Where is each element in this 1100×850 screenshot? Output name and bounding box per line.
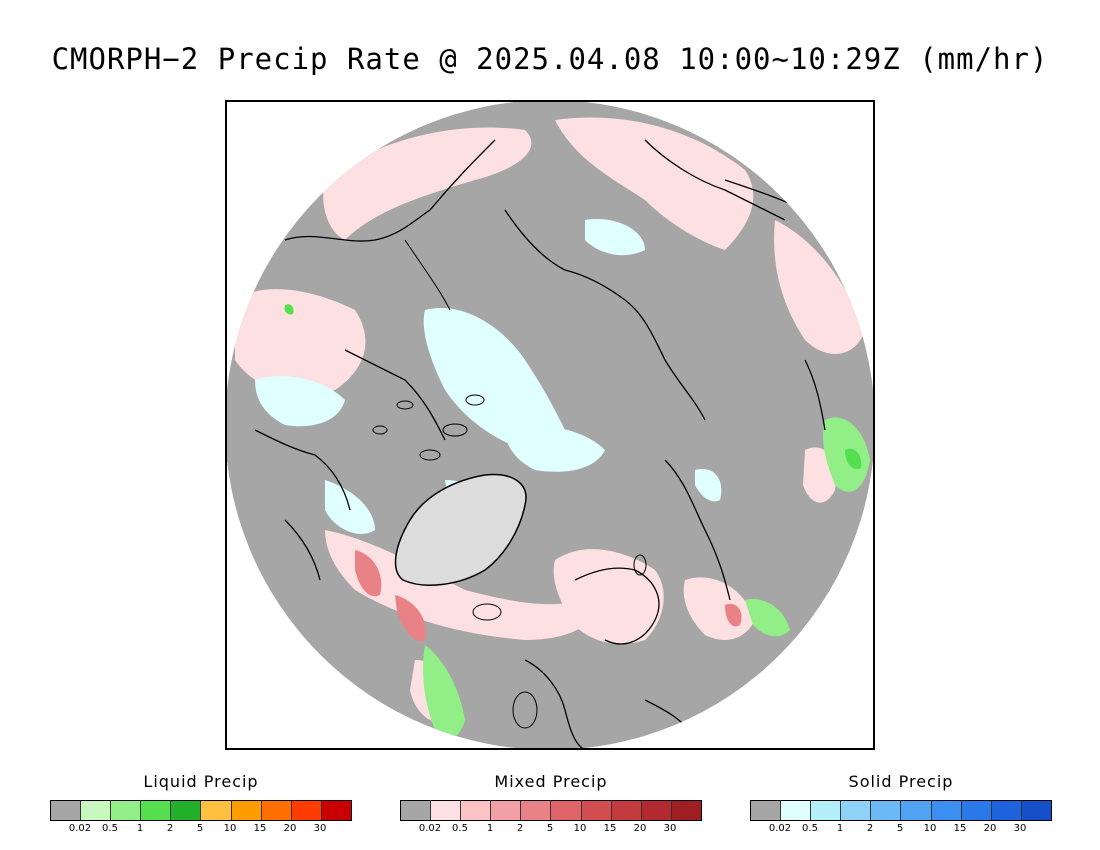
legend-tick-label: 20 [633, 823, 647, 834]
legend-tick-label: 15 [953, 823, 967, 834]
legend-tick-label: 0.5 [802, 823, 818, 834]
legend-swatch [811, 801, 842, 820]
legend-tick-label: 1 [486, 823, 494, 834]
legend-swatch [171, 801, 202, 820]
liquid-precip-moderate [284, 304, 862, 470]
polar-map [225, 100, 875, 750]
legend-ticks: 0.02 0.5 1 2 5 10 15 20 30 [400, 823, 702, 837]
legend-title: Liquid Precip [143, 772, 259, 791]
legend-swatch [961, 801, 992, 820]
legend-colorbar [400, 800, 702, 821]
legend-swatch [671, 801, 701, 820]
legend-tick-label: 15 [603, 823, 617, 834]
legend-tick-label: 2 [166, 823, 174, 834]
legend-tick-label: 0.5 [452, 823, 468, 834]
legend-solid-precip: Solid Precip 0.02 0.5 1 2 5 10 15 20 30 [750, 772, 1052, 837]
legend-swatch [1021, 801, 1051, 820]
legend-swatch [581, 801, 612, 820]
legend-tick-label: 1 [836, 823, 844, 834]
greenland-landmass [394, 473, 527, 586]
legend-tick-label: 5 [896, 823, 904, 834]
legend-swatch [321, 801, 351, 820]
mixed-precip-heavy [355, 550, 742, 641]
legend-swatch [401, 801, 432, 820]
legend-ticks: 0.02 0.5 1 2 5 10 15 20 30 [50, 823, 352, 837]
legend-tick-label: 30 [1013, 823, 1027, 834]
legend-swatch [841, 801, 872, 820]
legend-swatch [751, 801, 782, 820]
legend-swatch [491, 801, 522, 820]
legend-tick-label: 2 [516, 823, 524, 834]
legend-tick-label: 1 [136, 823, 144, 834]
legend-mixed-precip: Mixed Precip 0.02 0.5 1 2 5 10 15 20 30 [400, 772, 702, 837]
legend-title: Mixed Precip [494, 772, 608, 791]
legend-swatch [431, 801, 462, 820]
legend-tick-label: 5 [546, 823, 554, 834]
chart-title: CMORPH−2 Precip Rate @ 2025.04.08 10:00~… [51, 42, 1049, 76]
legend-colorbar [50, 800, 352, 821]
legend-swatch [871, 801, 902, 820]
legend-tick-label: 30 [663, 823, 677, 834]
legend-tick-label: 0.5 [102, 823, 118, 834]
legend-swatch [261, 801, 292, 820]
legend-tick-label: 10 [923, 823, 937, 834]
legend-tick-label: 10 [573, 823, 587, 834]
legend-swatch [641, 801, 672, 820]
legend-tick-label: 0.02 [418, 823, 442, 834]
legend-swatch [931, 801, 962, 820]
legend-swatch [991, 801, 1022, 820]
legend-tick-label: 10 [223, 823, 237, 834]
legend-swatch [141, 801, 172, 820]
legend-swatch [901, 801, 932, 820]
legend-colorbar [750, 800, 1052, 821]
legend-tick-label: 2 [866, 823, 874, 834]
legend-tick-label: 20 [983, 823, 997, 834]
legend-swatch [781, 801, 812, 820]
legend-swatch [551, 801, 582, 820]
legend-tick-label: 30 [313, 823, 327, 834]
legend-swatch [521, 801, 552, 820]
islands [372, 394, 647, 729]
legend-tick-label: 0.02 [768, 823, 792, 834]
legend-swatch [81, 801, 112, 820]
legend-ticks: 0.02 0.5 1 2 5 10 15 20 30 [750, 823, 1052, 837]
legend-swatch [611, 801, 642, 820]
legend-swatch [461, 801, 492, 820]
legend-tick-label: 20 [283, 823, 297, 834]
legend-swatch [111, 801, 142, 820]
legend-tick-label: 0.02 [68, 823, 92, 834]
legend-tick-label: 5 [196, 823, 204, 834]
polar-map-canvas [227, 102, 873, 748]
legend-swatch [291, 801, 322, 820]
coastlines [254, 139, 826, 748]
legend-tick-label: 15 [253, 823, 267, 834]
legend-swatch [201, 801, 232, 820]
legend-title: Solid Precip [848, 772, 954, 791]
border-line [404, 239, 451, 311]
legend-liquid-precip: Liquid Precip 0.02 0.5 1 2 5 10 15 20 30 [50, 772, 352, 837]
legend-swatch [51, 801, 82, 820]
legend-swatch [231, 801, 262, 820]
